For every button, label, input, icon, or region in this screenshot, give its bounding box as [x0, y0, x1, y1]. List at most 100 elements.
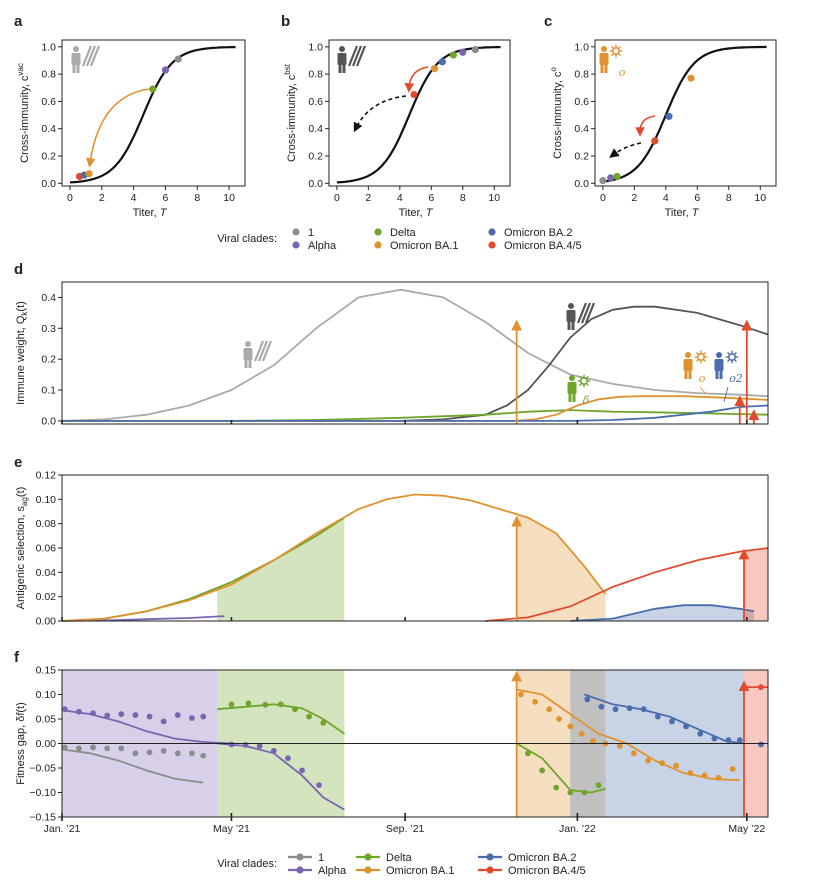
- virus-spike: [618, 53, 621, 56]
- y-tick-label: 1.0: [574, 41, 589, 53]
- panel-label: f: [14, 649, 20, 666]
- x-axis-label: Titer, T: [133, 207, 168, 219]
- y-axis-label: Cross-immunity, cvac: [16, 63, 31, 163]
- data-point-alpha: [90, 710, 96, 717]
- legend-label-ba45: Omicron BA.4/5: [504, 240, 582, 252]
- data-point-ba1: [659, 760, 665, 766]
- fit-line-alpha: [61, 709, 232, 745]
- person-leg: [604, 64, 608, 73]
- data-point-alpha: [228, 741, 235, 748]
- data-point-ba2: [711, 735, 718, 742]
- point-delta: [449, 51, 457, 59]
- person-body: [243, 348, 253, 360]
- data-point-ba2: [725, 737, 732, 743]
- panel-label: e: [14, 454, 22, 471]
- data-point-delta: [581, 789, 588, 796]
- virus-icon: [609, 44, 623, 58]
- axes-layer: [58, 39, 777, 821]
- x-axis-label: Titer, T: [665, 207, 700, 219]
- data-point-ba1: [567, 723, 574, 730]
- data-point-ba2: [584, 696, 591, 703]
- y-tick-label: 0.8: [574, 69, 589, 81]
- y-tick-label: 0.00: [36, 616, 57, 628]
- syringe-stroke: [584, 302, 596, 324]
- y-tick-label: 0.0: [41, 415, 56, 427]
- x-tick-label: 10: [754, 192, 766, 204]
- y-tick-label: 1.0: [308, 41, 323, 53]
- virus-spike: [703, 352, 706, 355]
- x-tick-label: 0: [600, 192, 606, 204]
- virus-core: [579, 376, 589, 386]
- data-point-clade_1: [174, 750, 181, 757]
- point-ba1: [687, 74, 695, 82]
- ba2-label: o2: [729, 372, 743, 385]
- y-tick-label: −0.15: [29, 812, 56, 824]
- y-tick-label: 0.4: [308, 123, 323, 135]
- y-tick-label: −0.05: [29, 763, 56, 775]
- series-line-bst_weight: [62, 305, 769, 422]
- y-tick-label: 0.04: [36, 567, 57, 579]
- data-point-ba2: [640, 706, 647, 713]
- x-tick-label: 4: [663, 192, 669, 204]
- data-point-alpha: [242, 742, 249, 748]
- series-line-delta: [62, 409, 769, 422]
- data-point-ba2: [758, 741, 764, 748]
- data-point-ba1: [546, 706, 553, 713]
- area-ba1: [516, 514, 606, 621]
- person-body: [71, 53, 81, 65]
- legend-label-ba2: Omicron BA.2: [508, 852, 576, 864]
- virus-spike: [727, 359, 730, 362]
- point-ba1: [430, 65, 439, 73]
- x-tick-label: 2: [99, 192, 105, 204]
- legend-dot-alpha: [296, 866, 304, 874]
- y-axis-label: Fitness gap, δf(t): [15, 702, 27, 785]
- series-line-ba1: [61, 493, 607, 622]
- y-tick-label: 0.10: [36, 494, 57, 506]
- syringe-stroke: [580, 302, 592, 324]
- legend-title: Viral clades:: [217, 858, 277, 870]
- x-tick-label: 6: [428, 192, 434, 204]
- legend-label-clade_1: 1: [308, 227, 314, 239]
- person-leg: [571, 321, 575, 330]
- virus-spike: [586, 383, 589, 386]
- plot-layer: [61, 44, 769, 874]
- legend-dot-delta: [364, 853, 372, 861]
- data-point-delta: [320, 720, 327, 726]
- person-body: [599, 53, 609, 65]
- legend-dot-ba45: [486, 866, 494, 874]
- legend-label-alpha: Alpha: [318, 865, 347, 877]
- data-point-clade_1: [118, 745, 125, 752]
- point-alpha: [161, 66, 170, 74]
- data-point-alpha: [270, 747, 277, 754]
- person-head: [716, 352, 722, 358]
- x-tick-label: 6: [163, 192, 169, 204]
- axes-frame: [594, 39, 777, 187]
- person-body: [683, 359, 693, 371]
- x-tick-label: Sep. ’21: [386, 823, 425, 835]
- syringe-stroke: [89, 45, 101, 67]
- data-point-alpha: [256, 743, 263, 749]
- person-leg: [719, 370, 723, 379]
- person-body: [714, 359, 724, 371]
- virus-icon-d: [577, 374, 591, 388]
- x-tick-label: May ’22: [728, 823, 765, 835]
- syringe-stroke: [347, 45, 359, 67]
- y-tick-label: 0.6: [308, 96, 323, 108]
- legend-dot-clade_1: [296, 853, 304, 861]
- person-leg: [342, 64, 346, 73]
- legend-dot-ba45: [488, 241, 496, 249]
- y-tick-label: 0.02: [36, 591, 57, 603]
- data-point-delta: [262, 701, 269, 708]
- syringe-stroke: [85, 45, 97, 67]
- virus-spike: [611, 53, 614, 56]
- y-tick-label: 0.4: [574, 123, 589, 135]
- y-tick-label: 0.0: [574, 178, 589, 190]
- data-point-ba2: [612, 706, 619, 713]
- x-tick-label: May ’21: [213, 823, 250, 835]
- panel-label: b: [281, 13, 290, 30]
- person-head: [245, 341, 251, 347]
- data-point-alpha: [189, 715, 195, 721]
- ba1-label: o: [699, 372, 706, 385]
- y-axis-label: Cross-immunity, cbst: [283, 63, 298, 162]
- point-alpha: [607, 174, 615, 182]
